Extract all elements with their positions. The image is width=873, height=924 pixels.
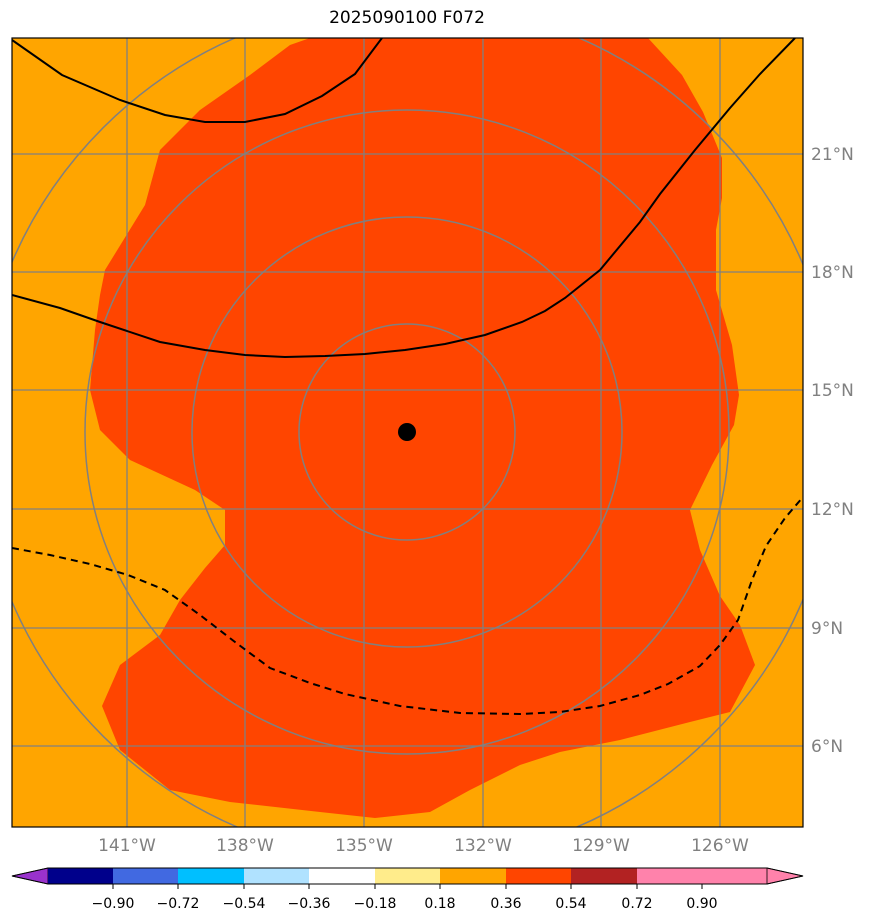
colorbar-outline xyxy=(11,867,804,885)
colorbar-extend-high xyxy=(766,867,804,885)
colorbar-tick-label: 0.36 xyxy=(490,896,521,912)
colorbar-extend-low xyxy=(11,867,49,885)
contour-lines xyxy=(12,38,803,716)
colorbar-segment xyxy=(637,868,702,884)
colorbar-tick-label: 0.54 xyxy=(555,896,586,912)
lat-label: 6°N xyxy=(811,737,843,757)
colorbar-tick-label: −0.90 xyxy=(92,896,135,912)
lat-label: 21°N xyxy=(811,145,854,165)
colorbar-segment xyxy=(702,868,767,884)
lon-label: 135°W xyxy=(335,836,393,856)
colorbar-segment xyxy=(113,868,178,884)
colorbar-segment xyxy=(244,868,309,884)
colorbar-tick-label: −0.54 xyxy=(223,896,266,912)
colorbar-segment xyxy=(440,868,506,884)
lon-label: 126°W xyxy=(691,836,749,856)
lat-label: 9°N xyxy=(811,619,843,639)
colorbar-segment xyxy=(309,868,375,884)
lon-label: 132°W xyxy=(454,836,512,856)
colorbar-tick-label: 0.72 xyxy=(621,896,652,912)
lon-label: 141°W xyxy=(98,836,156,856)
contour-dashed-lower xyxy=(12,496,803,716)
colorbar-segment xyxy=(571,868,637,884)
colorbar-tick-label: −0.36 xyxy=(288,896,331,912)
map-gridlines xyxy=(12,38,803,827)
range-rings xyxy=(12,38,803,827)
map-frame xyxy=(11,37,804,828)
colorbar-tick-label: 0.90 xyxy=(686,896,717,912)
lat-label: 12°N xyxy=(811,500,854,520)
colorbar-tick-label: 0.18 xyxy=(424,896,455,912)
colorbar-segment xyxy=(375,868,440,884)
colorbar: −0.90 −0.72 −0.54 −0.36 −0.18 0.18 0.36 … xyxy=(11,867,804,912)
contour-solid-upper xyxy=(12,38,383,123)
lat-label: 15°N xyxy=(811,381,854,401)
colorbar-tick-label: −0.18 xyxy=(354,896,397,912)
colorbar-segment xyxy=(178,868,244,884)
colorbar-segment xyxy=(506,868,571,884)
contour-solid-middle xyxy=(12,38,796,359)
colorbar-segment xyxy=(48,868,113,884)
lon-label: 138°W xyxy=(216,836,274,856)
colorbar-tick-label: −0.72 xyxy=(157,896,200,912)
latitude-labels: 21°N 18°N 15°N 12°N 9°N 6°N xyxy=(811,145,854,757)
storm-center-marker xyxy=(398,423,416,441)
lon-label: 129°W xyxy=(572,836,630,856)
shaded-region xyxy=(90,38,755,818)
map-title: 2025090100 F072 xyxy=(329,8,485,28)
longitude-labels: 141°W 138°W 135°W 132°W 129°W 126°W xyxy=(98,836,749,856)
lat-label: 18°N xyxy=(811,263,854,283)
